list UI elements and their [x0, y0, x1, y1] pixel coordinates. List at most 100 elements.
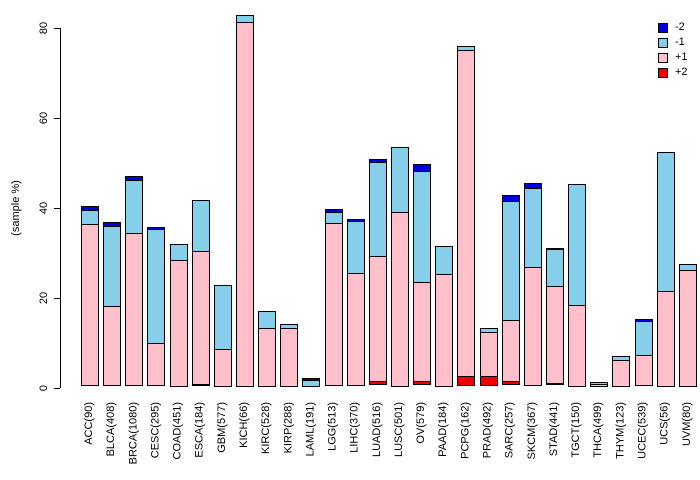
bar-OV(579) [413, 163, 432, 388]
bar-segment-+1 [213, 348, 232, 388]
legend-swatch [658, 52, 668, 63]
bar-segment--1 [501, 201, 520, 322]
x-axis-label: LGG(513) [326, 402, 339, 451]
bar-segment--1 [523, 187, 542, 268]
bar-UCS(56) [656, 152, 675, 388]
bar-segment-+1 [147, 343, 166, 386]
legend-swatch [658, 67, 668, 78]
bar-segment--1 [302, 380, 321, 387]
bar-segment--1 [568, 184, 587, 306]
y-tick [54, 208, 60, 209]
x-axis-label: ESCA(184) [193, 402, 206, 458]
legend-item: -2 [658, 20, 688, 35]
x-axis-label: BRCA(1080) [127, 402, 140, 465]
bar-segment--1 [545, 249, 564, 288]
x-axis-label: SARC(257) [503, 402, 516, 459]
bar-segment-+1 [568, 304, 587, 388]
bar-PRAD(492) [479, 328, 498, 388]
x-axis-label: LUAD(516) [370, 402, 383, 458]
bar-CESC(295) [147, 227, 166, 388]
legend-label: +1 [675, 51, 688, 63]
bar-LAML(191) [302, 377, 321, 388]
bar-segment-+1 [391, 212, 409, 387]
bar-segment-+2 [413, 380, 432, 385]
x-axis-label: TGCT(150) [570, 402, 583, 458]
x-axis-label: ACC(90) [83, 402, 95, 445]
bar-segment-+1 [280, 328, 299, 387]
bar-KIRC(528) [258, 310, 277, 388]
bar-UCEC(539) [634, 318, 653, 388]
bar-UVM(80) [678, 264, 697, 388]
legend-label: -1 [675, 36, 685, 48]
y-tick-label: 0 [38, 384, 50, 392]
bar-segment-+1 [634, 355, 653, 386]
bar-THYM(123) [612, 355, 631, 388]
bar-segment--1 [213, 285, 232, 350]
bar-GBM(577) [213, 285, 232, 388]
bar-BLCA(408) [103, 222, 122, 388]
bar-segment-+1 [523, 266, 542, 387]
x-axis-label: BLCA(408) [105, 402, 118, 457]
bar-segment--1 [258, 310, 277, 329]
bar-segment-+1 [368, 256, 387, 382]
x-axis-label: UCEC(539) [636, 402, 649, 459]
bar-segment--1 [656, 152, 675, 293]
bar-segment--1 [191, 199, 210, 252]
bar-segment--1 [103, 226, 122, 307]
bar-segment-+1 [435, 273, 454, 387]
bar-segment-+2 [368, 380, 387, 385]
bar-segment-+1 [545, 286, 564, 385]
bar-segment-+1 [479, 331, 498, 377]
x-axis-label: CESC(295) [149, 402, 162, 459]
legend-item: +2 [658, 65, 688, 80]
bar-segment-+1 [324, 222, 343, 386]
y-tick-label: 40 [38, 201, 50, 215]
y-tick [54, 298, 60, 299]
y-tick [54, 28, 60, 29]
bar-STAD(441) [545, 248, 564, 388]
y-tick [54, 118, 60, 119]
bar-LUSC(501) [391, 147, 409, 388]
bar-segment-+2 [457, 376, 476, 386]
bar-segment--1 [346, 221, 365, 274]
y-tick-label: 80 [38, 21, 50, 35]
legend: -2 -1 +1 +2 [658, 20, 688, 80]
x-axis-label: LUSC(501) [393, 402, 405, 458]
bar-segment-+2 [479, 375, 498, 386]
x-axis-label: LIHC(370) [348, 402, 361, 453]
bar-KIRP(288) [280, 323, 299, 388]
bar-segment-+1 [169, 259, 188, 387]
x-axis-label: THYM(123) [614, 402, 627, 459]
x-axis-label: OV(579) [415, 402, 428, 444]
bar-segment--1 [147, 229, 166, 345]
bar-segment-+1 [612, 359, 631, 387]
x-axis-label: KIRP(288) [282, 402, 295, 454]
legend-swatch [658, 37, 668, 48]
bar-segment--1 [634, 321, 653, 357]
bar-PAAD(184) [435, 246, 454, 388]
legend-label: +2 [675, 66, 688, 78]
bar-SARC(257) [501, 195, 520, 388]
bar-segment--1 [81, 210, 99, 226]
bar-segment--1 [368, 161, 387, 258]
bar-segment--1 [413, 170, 432, 283]
bar-segment-+1 [501, 320, 520, 383]
x-axis-label: PRAD(492) [481, 402, 494, 459]
bar-LGG(513) [324, 208, 343, 388]
y-axis-title: (sample %) [10, 180, 22, 236]
x-axis-label: GBM(577) [215, 402, 228, 453]
x-axis-label: LAML(191) [304, 402, 317, 457]
x-axis-label: KICH(66) [238, 402, 250, 448]
bar-segment--1 [391, 147, 409, 214]
y-tick-label: 60 [38, 111, 50, 125]
bar-KICH(66) [236, 15, 254, 388]
bar-segment-+1 [191, 250, 210, 385]
bar-segment-+1 [103, 305, 122, 386]
bar-segment-+1 [656, 291, 675, 388]
bar-segment-+1 [236, 22, 254, 387]
bar-segment--1 [125, 180, 144, 235]
bar-segment-+1 [346, 272, 365, 386]
bar-segment-+1 [81, 224, 99, 386]
bar-LUAD(516) [368, 159, 387, 388]
